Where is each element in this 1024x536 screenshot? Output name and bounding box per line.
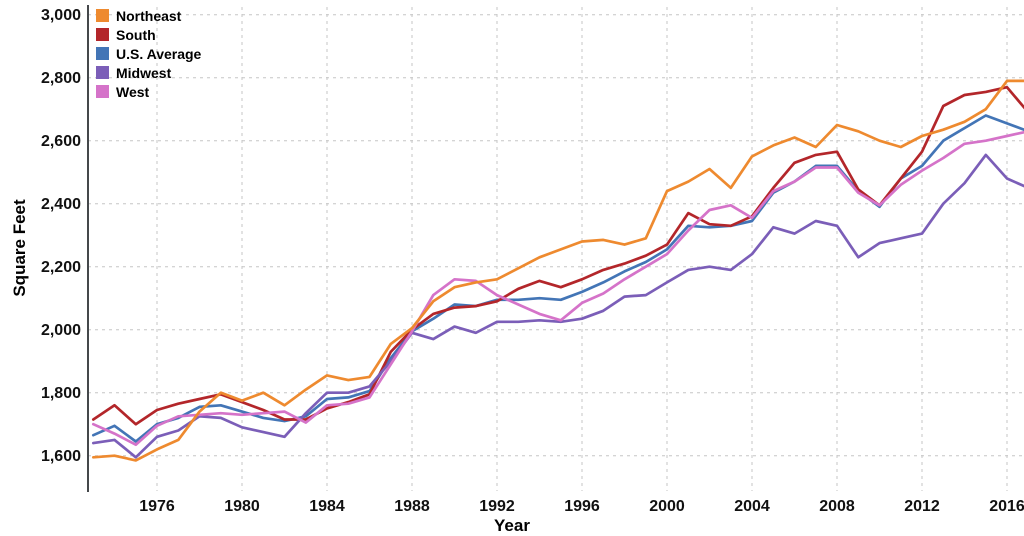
- line-midwest: [91, 153, 1024, 459]
- y-tick-label: 1,600: [41, 448, 81, 465]
- x-tick-label: 1996: [564, 498, 600, 515]
- legend-item-northeast: Northeast: [96, 6, 201, 25]
- y-axis-title: Square Feet: [10, 199, 29, 297]
- x-tick-label: 2012: [904, 498, 940, 515]
- legend-item-midwest: Midwest: [96, 63, 201, 82]
- legend-label: Northeast: [116, 7, 182, 24]
- y-tick-label: 2,000: [41, 322, 81, 339]
- legend-item-u-s-average: U.S. Average: [96, 44, 201, 63]
- x-tick-label: 1976: [139, 498, 175, 515]
- line-northeast: [91, 79, 1024, 462]
- y-tick-label: 2,200: [41, 259, 81, 276]
- legend-label: U.S. Average: [116, 45, 202, 62]
- x-tick-label: 1980: [224, 498, 260, 515]
- legend-swatch-u-s-average: [96, 47, 109, 60]
- x-tick-label: 1992: [479, 498, 515, 515]
- legend: Northeast South U.S. Average Midwest West: [96, 6, 201, 101]
- x-tick-label: 1984: [309, 498, 345, 515]
- legend-swatch-midwest: [96, 66, 109, 79]
- legend-item-west: West: [96, 82, 201, 101]
- legend-swatch-west: [96, 85, 109, 98]
- x-tick-label: 2000: [649, 498, 685, 515]
- x-tick-label: 2008: [819, 498, 855, 515]
- x-tick-label: 2016: [989, 498, 1024, 515]
- x-tick-label: 2004: [734, 498, 770, 515]
- y-tick-label: 2,400: [41, 196, 81, 213]
- legend-swatch-northeast: [96, 9, 109, 22]
- y-tick-label: 1,800: [41, 385, 81, 402]
- legend-label: Midwest: [116, 64, 172, 81]
- legend-label: West: [116, 83, 150, 100]
- legend-swatch-south: [96, 28, 109, 41]
- x-tick-label: 1988: [394, 498, 430, 515]
- legend-item-south: South: [96, 25, 201, 44]
- y-tick-label: 3,000: [41, 7, 81, 24]
- line-south: [91, 85, 1024, 426]
- legend-label: South: [116, 26, 156, 43]
- y-tick-label: 2,600: [41, 133, 81, 150]
- line-west: [91, 130, 1024, 447]
- x-axis-title: Year: [494, 516, 530, 535]
- y-tick-label: 2,800: [41, 70, 81, 87]
